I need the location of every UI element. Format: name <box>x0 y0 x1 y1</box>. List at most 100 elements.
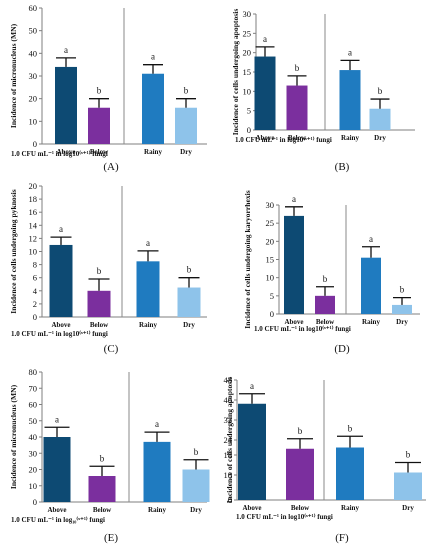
significance-letter: a <box>151 52 155 62</box>
significance-letter: b <box>406 450 411 460</box>
y-axis-label: Incidence of cells undergoing karyorrhex… <box>243 190 252 328</box>
y-tick-label: 8 <box>33 260 37 270</box>
significance-letter: a <box>292 194 296 204</box>
significance-letter: a <box>369 234 373 244</box>
significance-letter: b <box>298 426 303 436</box>
chart-panel-1: 0 10 20 30 40 50 60 Incidence of micronucleus (… <box>9 3 207 173</box>
significance-letter: b <box>184 86 189 96</box>
y-tick-label: 10 <box>29 116 38 126</box>
significance-letter: a <box>348 47 352 57</box>
y-tick-label: 30 <box>243 9 252 19</box>
y-tick-label: 18 <box>224 450 233 460</box>
significance-letter: b <box>378 86 383 96</box>
y-tick-label: 40 <box>224 395 233 405</box>
y-tick-label: 60 <box>29 400 38 410</box>
bar-above <box>238 403 266 500</box>
y-tick-label: 0 <box>270 309 274 319</box>
category-label: Below <box>90 321 109 329</box>
significance-letter: a <box>250 381 254 391</box>
y-tick-label: 80 <box>29 367 38 377</box>
bar-rainy <box>336 447 364 500</box>
category-label: Rainy <box>341 134 359 142</box>
y-tick-label: 0 <box>33 497 37 507</box>
bar-below <box>88 476 116 502</box>
bar-below <box>87 290 111 317</box>
y-tick-label: 0 <box>247 125 251 135</box>
chart-panel-3: 0 2 4 6 8 10 12 14 16 18 20 Incidence of cells unde… <box>9 181 207 355</box>
y-tick-label: 50 <box>29 416 38 426</box>
bar-above <box>55 66 77 144</box>
y-tick-label: 30 <box>29 448 38 458</box>
y-tick-label: 20 <box>29 465 38 475</box>
y-tick-label: 20 <box>29 94 38 104</box>
bar-rainy <box>143 441 171 502</box>
bar-rainy <box>361 257 381 314</box>
category-label: Rainy <box>144 148 162 156</box>
y-tick-label: 40 <box>29 432 38 442</box>
bar-dry <box>369 108 391 130</box>
y-tick-label: 0 <box>228 495 232 505</box>
significance-letter: a <box>263 34 267 44</box>
bar-rainy <box>142 73 164 144</box>
category-label: Below <box>90 148 109 156</box>
category-label: Rainy <box>148 506 166 514</box>
y-tick-label: 10 <box>29 247 38 257</box>
bar-below <box>286 448 314 500</box>
y-tick-label: 60 <box>29 3 38 13</box>
x-axis-label: 1.0 CFU mL⁻¹ in log10⁽ˣ⁺¹⁾ fungi <box>11 150 108 158</box>
bar-above <box>254 56 276 130</box>
significance-letter: a <box>55 414 59 424</box>
chart-panel-5: 0 10 20 30 40 50 60 70 80 Incidence of micronucle… <box>9 367 210 544</box>
category-label: Above <box>47 506 66 514</box>
significance-letter: a <box>155 419 159 429</box>
y-tick-label: 20 <box>266 236 275 246</box>
significance-letter: b <box>295 63 300 73</box>
y-tick-label: 50 <box>29 26 38 36</box>
category-label: Dry <box>396 318 408 326</box>
y-tick-label: 15 <box>243 67 252 77</box>
y-tick-label: 0 <box>33 312 37 322</box>
y-tick-label: 18 <box>29 194 38 204</box>
bar-below <box>286 85 308 130</box>
category-label: Above <box>255 134 274 142</box>
bar-above <box>49 244 73 317</box>
bar-above <box>43 437 71 502</box>
category-label: Dry <box>402 504 414 512</box>
bar-below <box>315 295 335 314</box>
significance-letter: b <box>400 285 405 295</box>
y-tick-label: 40 <box>29 48 38 58</box>
x-axis-label: 1.0 CFU mL⁻¹ in log10⁽ˣ⁺¹⁾ fungi <box>11 330 108 338</box>
category-label: Below <box>316 318 335 326</box>
y-tick-label: 0 <box>33 139 37 149</box>
y-axis-label: Incidence of cells undergoing apoptosis <box>231 9 240 136</box>
y-tick-label: 14 <box>29 220 38 230</box>
category-label: Dry <box>180 148 192 156</box>
chart-panel-4: 0 5 10 15 20 25 30 Incidence of cells undergoin… <box>243 190 420 355</box>
bar-below <box>88 107 110 144</box>
significance-letter: b <box>100 453 105 463</box>
y-tick-label: 6 <box>33 273 37 283</box>
bar-above <box>284 215 304 314</box>
y-tick-label: 10 <box>29 481 38 491</box>
y-tick-label: 5 <box>247 106 251 116</box>
y-tick-label: 4 <box>33 286 38 296</box>
y-tick-label: 24 <box>224 435 233 445</box>
y-tick-label: 2 <box>33 299 37 309</box>
x-axis-label: 1.0 CFU mL⁻¹ in log10⁽ˣ⁺¹⁾ fungi <box>235 136 332 144</box>
significance-letter: b <box>194 447 199 457</box>
y-tick-label: 16 <box>29 207 38 217</box>
y-axis-label: Incidence of cells undergoing pyknosis <box>9 189 18 314</box>
significance-letter: b <box>97 86 102 96</box>
y-tick-label: 12 <box>29 233 38 243</box>
category-label: Above <box>284 318 303 326</box>
x-axis-label: 1.0 CFU mL⁻¹ in log10⁽ˣ⁺¹⁾ fungi <box>254 325 351 333</box>
category-label: Below <box>93 506 112 514</box>
significance-letter: b <box>323 274 328 284</box>
panel-label: (D) <box>334 343 350 355</box>
category-label: Below <box>291 504 310 512</box>
category-label: Rainy <box>362 318 380 326</box>
panel-label: (F) <box>335 532 349 544</box>
